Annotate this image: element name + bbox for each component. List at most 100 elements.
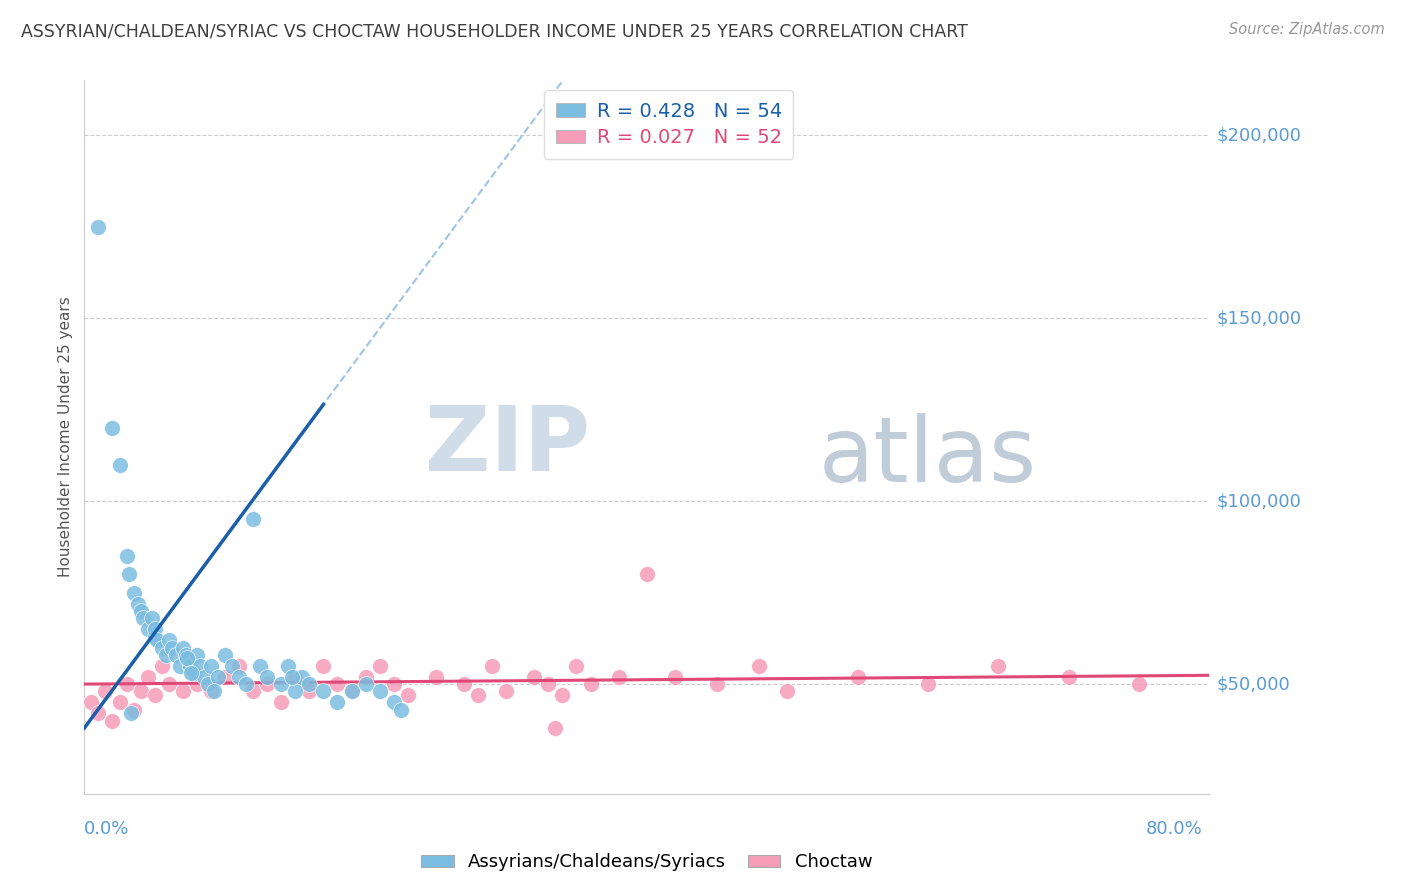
Point: [298, 684, 321, 698]
Point: [150, 640, 173, 655]
Point: [298, 677, 321, 691]
Text: $50,000: $50,000: [1216, 675, 1289, 693]
Point: [425, 670, 447, 684]
Point: [94, 684, 117, 698]
Point: [523, 670, 546, 684]
Point: [108, 458, 131, 472]
Point: [132, 611, 155, 625]
Point: [354, 677, 377, 691]
Point: [186, 677, 208, 691]
Point: [214, 648, 236, 662]
Legend: Assyrians/Chaldeans/Syriacs, Choctaw: Assyrians/Chaldeans/Syriacs, Choctaw: [413, 847, 880, 879]
Point: [368, 658, 391, 673]
Point: [242, 512, 264, 526]
Point: [249, 658, 271, 673]
Point: [136, 670, 159, 684]
Point: [544, 721, 567, 735]
Point: [382, 695, 405, 709]
Text: $200,000: $200,000: [1216, 126, 1301, 145]
Point: [636, 567, 658, 582]
Point: [155, 648, 177, 662]
Point: [180, 666, 202, 681]
Point: [987, 658, 1010, 673]
Point: [396, 688, 419, 702]
Point: [129, 604, 152, 618]
Legend: R = 0.428   N = 54, R = 0.027   N = 52: R = 0.428 N = 54, R = 0.027 N = 52: [544, 90, 793, 159]
Point: [188, 658, 211, 673]
Point: [453, 677, 475, 691]
Text: $150,000: $150,000: [1216, 310, 1302, 327]
Point: [354, 670, 377, 684]
Point: [256, 677, 278, 691]
Point: [537, 677, 560, 691]
Y-axis label: Householder Income Under 25 years: Householder Income Under 25 years: [58, 297, 73, 577]
Point: [776, 684, 799, 698]
Point: [197, 677, 219, 691]
Point: [183, 666, 205, 681]
Point: [150, 658, 173, 673]
Point: [495, 684, 517, 698]
Point: [129, 684, 152, 698]
Point: [157, 677, 180, 691]
Point: [165, 648, 187, 662]
Point: [202, 684, 225, 698]
Text: atlas: atlas: [818, 413, 1038, 501]
Point: [579, 677, 602, 691]
Point: [172, 640, 194, 655]
Point: [706, 677, 728, 691]
Point: [221, 658, 243, 673]
Text: $100,000: $100,000: [1216, 492, 1301, 510]
Point: [80, 695, 103, 709]
Point: [326, 695, 349, 709]
Point: [143, 622, 166, 636]
Point: [235, 677, 257, 691]
Point: [228, 658, 250, 673]
Point: [291, 670, 314, 684]
Text: ASSYRIAN/CHALDEAN/SYRIAC VS CHOCTAW HOUSEHOLDER INCOME UNDER 25 YEARS CORRELATIO: ASSYRIAN/CHALDEAN/SYRIAC VS CHOCTAW HOUS…: [21, 22, 967, 40]
Point: [607, 670, 630, 684]
Point: [136, 622, 159, 636]
Point: [1128, 677, 1150, 691]
Point: [176, 651, 198, 665]
Point: [122, 585, 145, 599]
Point: [748, 658, 770, 673]
Point: [326, 677, 349, 691]
Point: [169, 658, 191, 673]
Point: [143, 688, 166, 702]
Point: [242, 684, 264, 698]
Point: [256, 670, 278, 684]
Point: [312, 684, 335, 698]
Point: [664, 670, 686, 684]
Text: 80.0%: 80.0%: [1146, 820, 1202, 838]
Point: [389, 703, 412, 717]
Point: [207, 670, 229, 684]
Point: [340, 684, 363, 698]
Point: [115, 677, 138, 691]
Point: [277, 658, 299, 673]
Point: [382, 677, 405, 691]
Point: [467, 688, 489, 702]
Point: [101, 421, 124, 435]
Point: [108, 695, 131, 709]
Point: [157, 633, 180, 648]
Point: [200, 658, 222, 673]
Point: [186, 648, 208, 662]
Point: [193, 670, 215, 684]
Point: [284, 684, 307, 698]
Point: [917, 677, 939, 691]
Point: [127, 597, 149, 611]
Point: [101, 714, 124, 728]
Point: [174, 648, 197, 662]
Point: [115, 549, 138, 563]
Point: [214, 670, 236, 684]
Text: Source: ZipAtlas.com: Source: ZipAtlas.com: [1229, 22, 1385, 37]
Point: [179, 658, 201, 673]
Point: [141, 611, 163, 625]
Point: [228, 670, 250, 684]
Point: [284, 670, 307, 684]
Point: [146, 633, 169, 648]
Point: [179, 658, 201, 673]
Point: [281, 670, 304, 684]
Point: [200, 684, 222, 698]
Point: [846, 670, 869, 684]
